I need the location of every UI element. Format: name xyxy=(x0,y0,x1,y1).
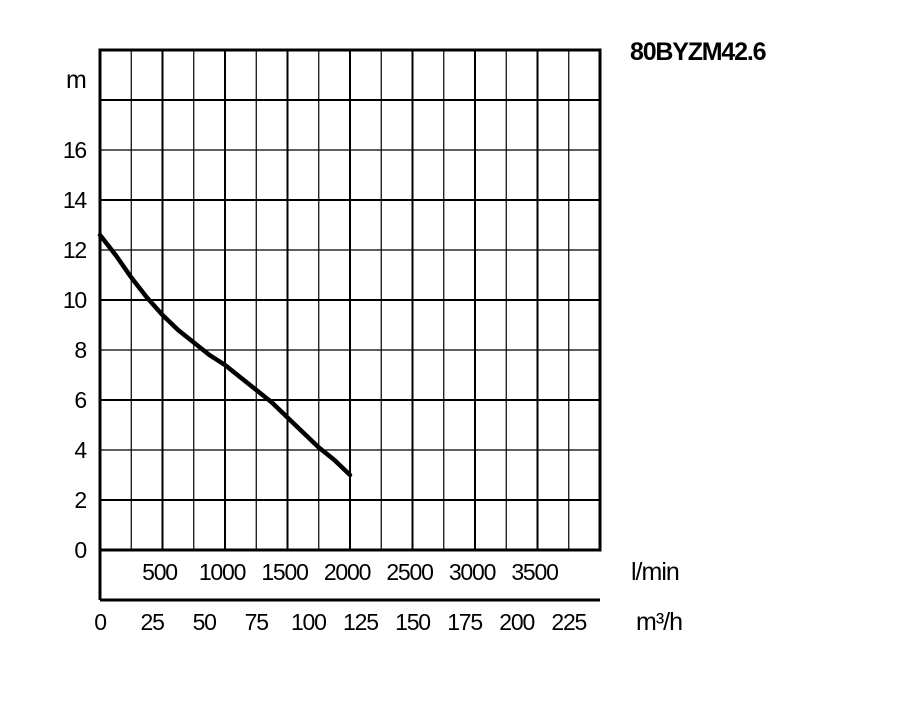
x-tick-label-lmin: 500 xyxy=(142,559,177,585)
x-axis-label-lmin: l/min xyxy=(631,558,679,586)
x-tick-label-lmin: 3500 xyxy=(511,559,558,585)
y-tick-label: 10 xyxy=(63,287,87,313)
x-tick-label-m3h: 150 xyxy=(395,609,430,635)
x-tick-label-lmin: 3000 xyxy=(449,559,496,585)
y-axis-label: m xyxy=(66,66,86,94)
x-tick-label-lmin: 2500 xyxy=(386,559,433,585)
x-tick-labels-m3h: 0 25 50 75 100 125 150 175 200 225 xyxy=(94,609,588,635)
x-tick-label-m3h: 100 xyxy=(291,609,326,635)
x-tick-label-m3h: 0 xyxy=(94,609,106,635)
grid-lines xyxy=(100,50,600,550)
plot-frame xyxy=(98,48,602,552)
y-tick-label: 6 xyxy=(74,387,86,413)
x-tick-label-lmin: 2000 xyxy=(324,559,371,585)
y-tick-label: 16 xyxy=(63,137,87,163)
x-tick-label-m3h: 75 xyxy=(245,609,269,635)
x-tick-label-m3h: 225 xyxy=(551,609,586,635)
y-tick-label: 12 xyxy=(63,237,87,263)
y-tick-label: 4 xyxy=(74,437,87,463)
x-tick-label-m3h: 125 xyxy=(343,609,378,635)
x-tick-label-m3h: 200 xyxy=(499,609,534,635)
y-tick-label: 14 xyxy=(63,187,88,213)
x-tick-label-lmin: 1500 xyxy=(261,559,308,585)
x-tick-labels-lmin: 500 1000 1500 2000 2500 3000 3500 xyxy=(142,559,559,585)
chart-title: 80BYZM42.6 xyxy=(630,38,766,66)
y-tick-label: 0 xyxy=(74,537,86,563)
y-tick-label: 2 xyxy=(74,487,86,513)
y-tick-labels: 0 2 4 6 8 10 12 14 16 xyxy=(63,137,89,563)
x-tick-label-m3h: 50 xyxy=(193,609,217,635)
series-layer xyxy=(97,232,353,478)
axes-frame xyxy=(98,48,602,602)
x-tick-label-lmin: 1000 xyxy=(199,559,246,585)
x-axis-label-m3h: m³/h xyxy=(636,608,682,636)
series-line xyxy=(97,232,353,478)
x-tick-label-m3h: 25 xyxy=(140,609,164,635)
x-tick-label-m3h: 175 xyxy=(447,609,482,635)
y-tick-label: 8 xyxy=(74,337,86,363)
